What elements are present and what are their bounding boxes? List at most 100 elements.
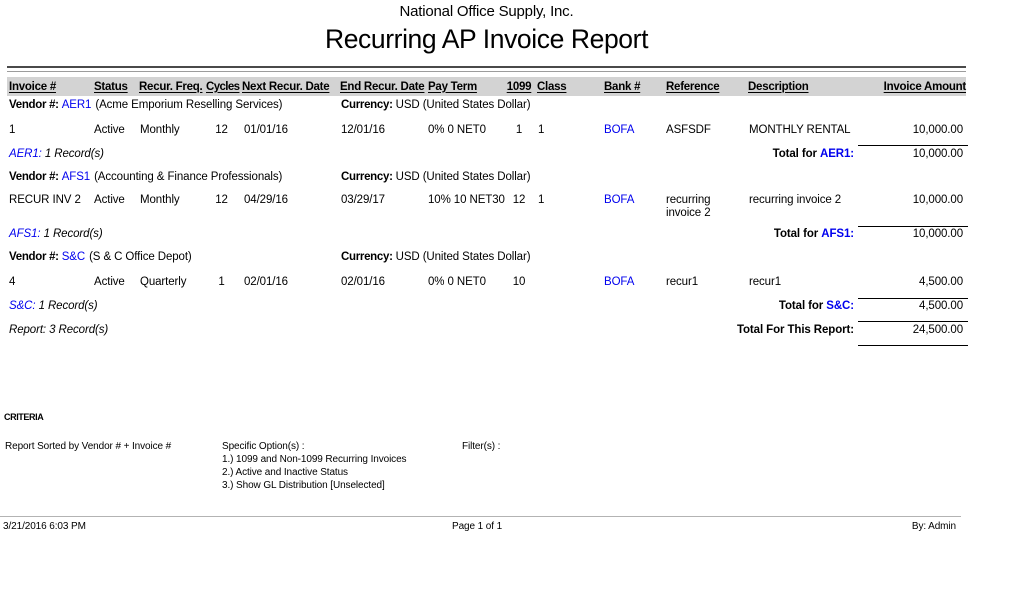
group-total-code: AFS1: — [821, 227, 854, 240]
group-records-text: 1 Record(s) — [43, 227, 103, 240]
col-header-bank: Bank # — [604, 80, 641, 93]
report-records-text: 3 Record(s) — [49, 323, 109, 336]
footer-datetime: 3/21/2016 6:03 PM — [3, 521, 86, 532]
col-header-end-recur-date: End Recur. Date — [340, 80, 425, 93]
criteria-option: 1.) 1099 and Non-1099 Recurring Invoices — [222, 454, 407, 465]
vendor-code-link[interactable]: S&C — [61, 250, 86, 263]
group-footer-afs1: AFS1: 1 Record(s) Total for AFS1: 10,000… — [0, 228, 1016, 241]
cell-status: Active — [94, 124, 125, 136]
group-total-rule — [858, 297, 968, 299]
col-header-description: Description — [748, 80, 809, 93]
col-header-reference: Reference — [666, 80, 720, 93]
report-total-amount: 24,500.00 — [912, 323, 963, 336]
cell-next-recur-date: 04/29/16 — [244, 193, 288, 206]
vendor-label: Vendor #: — [9, 98, 59, 111]
group-total-label: Total for — [772, 147, 817, 160]
report-title: Recurring AP Invoice Report — [324, 24, 649, 54]
cell-reference: recur1 — [666, 275, 698, 288]
footer-rule — [0, 516, 961, 517]
criteria-sorted-by: Report Sorted by Vendor # + Invoice # — [5, 441, 172, 452]
group-total-rule — [858, 145, 968, 146]
vendor-name: (Acme Emporium Reselling Services) — [95, 98, 283, 111]
column-header-band — [7, 77, 966, 96]
col-header-1099: 1099 — [506, 80, 532, 93]
cell-bank-link[interactable]: BOFA — [604, 275, 635, 288]
company-name: National Office Supply, Inc. — [399, 3, 574, 20]
vendor-code-link[interactable]: AFS1 — [61, 170, 91, 183]
cell-end-recur-date: 02/01/16 — [341, 275, 385, 288]
cell-1099: 12 — [512, 193, 526, 206]
criteria-specific-heading: Specific Option(s) : — [222, 441, 305, 452]
group-total-amount: 10,000.00 — [912, 147, 963, 160]
criteria-heading: CRITERIA — [4, 411, 44, 422]
report-summary-row: Report: 3 Record(s) Total For This Repor… — [0, 324, 1016, 337]
column-header-row: Invoice # Status Recur. Freq. Cycles Nex… — [0, 81, 1016, 94]
currency-value: USD (United States Dollar) — [395, 170, 531, 183]
col-header-invoice-amount: Invoice Amount — [883, 80, 967, 93]
cell-description: recur1 — [749, 275, 781, 288]
group-records-code: AFS1: — [9, 227, 41, 240]
vendor-header-afs1: Vendor #: AFS1 (Accounting & Finance Profe… — [0, 171, 1016, 184]
cell-pay-term: 0% 0 NET0 — [428, 275, 486, 288]
cell-invoice: 4 — [9, 275, 16, 288]
cell-invoice-amount: 10,000.00 — [912, 124, 963, 136]
criteria-filters-heading: Filter(s) : — [462, 441, 501, 452]
cell-pay-term: 10% 10 NET30 — [428, 193, 505, 206]
group-records-code: AER1: — [9, 147, 42, 160]
footer-generated-by: By: Admin — [911, 521, 956, 532]
vendor-header-sc: Vendor #: S&C (S & C Office Depot) Currenc… — [0, 251, 1016, 264]
vendor-code-link[interactable]: AER1 — [61, 98, 92, 111]
cell-status: Active — [94, 193, 125, 206]
title-rule-top — [7, 66, 966, 68]
cell-invoice: 1 — [9, 124, 16, 136]
col-header-invoice: Invoice # — [9, 80, 56, 93]
currency-label: Currency: — [341, 98, 393, 111]
cell-1099: 1 — [515, 124, 523, 136]
col-header-next-recur-date: Next Recur. Date — [242, 80, 330, 93]
cell-end-recur-date: 12/01/16 — [341, 124, 385, 136]
vendor-label: Vendor #: — [9, 170, 59, 183]
group-total-label: Total for — [778, 299, 824, 312]
invoice-row: 4 Active Quarterly 1 02/01/16 02/01/16 0… — [0, 276, 1016, 289]
cell-invoice: RECUR INV 2 — [9, 193, 81, 206]
cell-class: 1 — [538, 124, 545, 136]
group-records-code: S&C: — [9, 299, 36, 312]
cell-cycles: 1 — [218, 275, 225, 288]
group-footer-aer1: AER1: 1 Record(s) Total for AER1: 10,000… — [0, 148, 1016, 161]
cell-bank-link[interactable]: BOFA — [604, 193, 635, 206]
currency-value: USD (United States Dollar) — [395, 98, 531, 111]
group-records-text: 1 Record(s) — [38, 299, 98, 312]
cell-next-recur-date: 02/01/16 — [244, 275, 288, 288]
group-total-amount: 4,500.00 — [919, 299, 963, 312]
cell-invoice-amount: 10,000.00 — [912, 193, 963, 206]
group-total-rule — [858, 225, 968, 227]
cell-recur-freq: Quarterly — [140, 275, 187, 288]
currency-label: Currency: — [341, 170, 393, 183]
report-records-label: Report: — [9, 323, 47, 336]
cell-recur-freq: Monthly — [140, 124, 180, 136]
cell-recur-freq: Monthly — [140, 193, 180, 206]
col-header-class: Class — [537, 80, 567, 93]
cell-pay-term: 0% 0 NET0 — [428, 124, 486, 136]
footer-page-number: Page 1 of 1 — [452, 521, 503, 532]
cell-reference: ASFSDF — [666, 124, 711, 136]
cell-reference: recurring invoice 2 — [666, 193, 711, 219]
currency-value: USD (United States Dollar) — [395, 250, 531, 263]
invoice-row: RECUR INV 2 Active Monthly 12 04/29/16 0… — [0, 193, 1016, 219]
col-header-pay-term: Pay Term — [428, 80, 477, 93]
group-total-amount: 10,000.00 — [912, 227, 963, 240]
cell-1099: 10 — [512, 275, 526, 288]
cell-invoice-amount: 4,500.00 — [919, 275, 963, 288]
cell-bank-link[interactable]: BOFA — [604, 124, 635, 136]
cell-description: MONTHLY RENTAL — [749, 124, 851, 136]
report-total-rule-bottom — [858, 345, 968, 346]
group-footer-sc: S&C: 1 Record(s) Total for S&C: 4,500.00 — [0, 300, 1016, 313]
cell-next-recur-date: 01/01/16 — [244, 124, 288, 136]
currency-label: Currency: — [341, 250, 393, 263]
cell-cycles: 12 — [215, 193, 228, 206]
col-header-recur-freq: Recur. Freq. — [139, 80, 203, 93]
vendor-name: (S & C Office Depot) — [89, 250, 192, 263]
cell-description: recurring invoice 2 — [749, 193, 842, 206]
cell-end-recur-date: 03/29/17 — [341, 193, 385, 206]
group-total-code: AER1: — [819, 147, 854, 160]
